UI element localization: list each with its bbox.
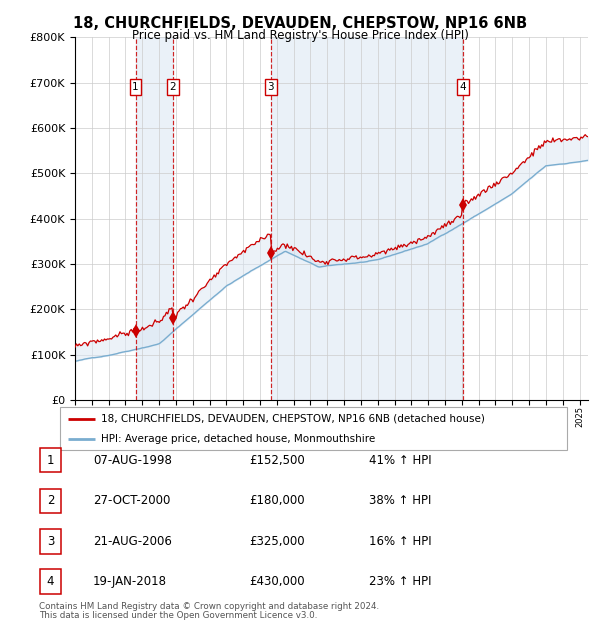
Text: HPI: Average price, detached house, Monmouthshire: HPI: Average price, detached house, Monm… [101,434,375,444]
Text: 21-AUG-2006: 21-AUG-2006 [93,535,172,547]
Text: 2: 2 [47,495,54,507]
Text: 38% ↑ HPI: 38% ↑ HPI [369,495,431,507]
Text: £430,000: £430,000 [249,575,305,588]
Text: £325,000: £325,000 [249,535,305,547]
Text: 41% ↑ HPI: 41% ↑ HPI [369,454,431,466]
Text: 07-AUG-1998: 07-AUG-1998 [93,454,172,466]
Text: 3: 3 [47,535,54,547]
Text: 27-OCT-2000: 27-OCT-2000 [93,495,170,507]
Bar [136,37,173,400]
Text: Contains HM Land Registry data © Crown copyright and database right 2024.: Contains HM Land Registry data © Crown c… [39,602,379,611]
Text: Price paid vs. HM Land Registry's House Price Index (HPI): Price paid vs. HM Land Registry's House … [131,29,469,42]
Text: £180,000: £180,000 [249,495,305,507]
Text: 18, CHURCHFIELDS, DEVAUDEN, CHEPSTOW, NP16 6NB (detached house): 18, CHURCHFIELDS, DEVAUDEN, CHEPSTOW, NP… [101,414,484,423]
Text: 23% ↑ HPI: 23% ↑ HPI [369,575,431,588]
Text: 3: 3 [268,82,274,92]
Text: 1: 1 [132,82,139,92]
Text: 4: 4 [460,82,466,92]
Text: 16% ↑ HPI: 16% ↑ HPI [369,535,431,547]
Text: This data is licensed under the Open Government Licence v3.0.: This data is licensed under the Open Gov… [39,611,317,619]
Text: 1: 1 [47,454,54,466]
Bar [271,37,463,400]
Text: 18, CHURCHFIELDS, DEVAUDEN, CHEPSTOW, NP16 6NB: 18, CHURCHFIELDS, DEVAUDEN, CHEPSTOW, NP… [73,16,527,31]
Text: 19-JAN-2018: 19-JAN-2018 [93,575,167,588]
Text: 4: 4 [47,575,54,588]
Text: 2: 2 [170,82,176,92]
Text: £152,500: £152,500 [249,454,305,466]
